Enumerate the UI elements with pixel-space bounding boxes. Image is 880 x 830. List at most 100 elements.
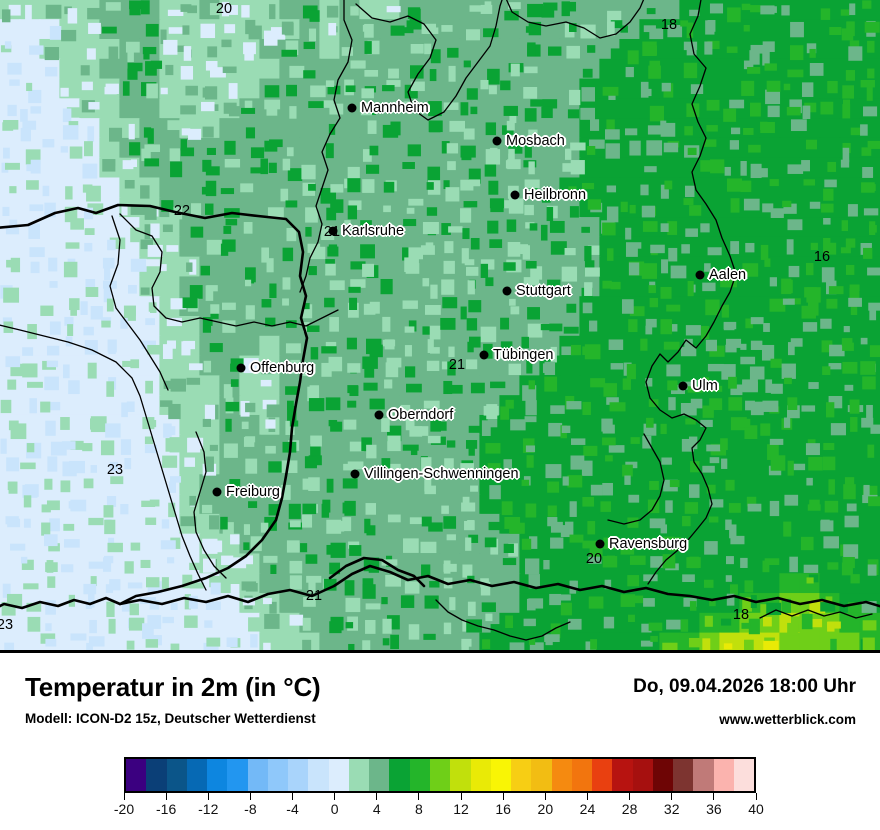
colorbar-swatch: [126, 759, 147, 791]
colorbar-swatch: [227, 759, 248, 791]
city-label: Ulm: [692, 378, 718, 394]
contour-label: 18: [732, 607, 750, 623]
national-border: [0, 203, 309, 610]
colorbar-tick: [544, 793, 546, 800]
city-dot-icon: [374, 410, 384, 420]
colorbar-tick-label: 0: [330, 801, 339, 817]
contour-label: 16: [813, 249, 831, 265]
colorbar-tick-label: -8: [244, 801, 257, 817]
colorbar-swatch: [369, 759, 390, 791]
city-label: Tübingen: [493, 347, 554, 363]
city-label: Oberndorf: [388, 407, 454, 423]
colorbar-swatch: [490, 759, 512, 791]
city-label: Mannheim: [361, 100, 429, 116]
colorbar-swatch: [267, 759, 289, 791]
temperature-raster: [0, 0, 880, 653]
colorbar-swatch: [409, 759, 430, 791]
city-dot-icon: [510, 190, 520, 200]
colorbar-swatch: [693, 759, 714, 791]
colorbar-swatch: [571, 759, 593, 791]
colorbar-tick: [460, 793, 462, 800]
city-label: Ravensburg: [609, 536, 688, 552]
colorbar-tick-label: 28: [621, 801, 638, 817]
site-url: www.wetterblick.com: [719, 712, 856, 727]
city-label: Freiburg: [226, 484, 280, 500]
district-border-sw: [193, 431, 227, 579]
contour-label: 21: [305, 588, 323, 604]
colorbar-tick-label: -16: [156, 801, 177, 817]
colorbar-tick-label: 4: [372, 801, 381, 817]
city-label: Offenburg: [250, 360, 315, 376]
city-dot-icon: [479, 350, 489, 360]
colorbar-swatch: [673, 759, 694, 791]
colorbar-swatch: [166, 759, 187, 791]
colorbar-swatch: [652, 759, 674, 791]
city-dot-icon: [236, 363, 246, 373]
colorbar-tick-label: 40: [748, 801, 764, 817]
colorbar-tick: [165, 793, 167, 800]
colorbar-swatch: [308, 759, 329, 791]
city-dot-icon: [328, 226, 338, 236]
colorbar-swatch: [632, 759, 653, 791]
national-border-bodensee: [328, 556, 426, 588]
colorbar: -20 -16 -12 -8 -4 0 4 8 12 16 20 24 28 32 36 40: [114, 757, 764, 817]
city-dot-icon: [492, 136, 502, 146]
state-border-north: [355, 0, 503, 121]
district-border-mid: [119, 213, 339, 327]
city-dot-icon: [347, 103, 357, 113]
colorbar-tick-label: -20: [113, 801, 135, 817]
colorbar-tick: [249, 793, 251, 800]
colorbar-tick: [713, 793, 715, 800]
page-title: Temperatur in 2m (in °C): [25, 672, 321, 702]
district-border-south-ch: [435, 599, 571, 641]
footer: Temperatur in 2m (in °C) Modell: ICON-D2…: [0, 653, 880, 830]
colorbar-tick-label: 8: [415, 801, 423, 817]
colorbar-tick-label: 16: [495, 801, 511, 817]
colorbar-swatch: [186, 759, 208, 791]
temperature-map[interactable]: Mannheim Mosbach Heilbronn Karlsruhe Stuttga…: [0, 0, 880, 653]
model-subtitle: Modell: ICON-D2 15z, Deutscher Wetterdie…: [25, 711, 316, 726]
colorbar-swatch: [207, 759, 228, 791]
colorbar-tick: [123, 793, 125, 800]
district-border-south-black-forest: [0, 324, 207, 591]
colorbar-tick-labels: -20 -16 -12 -8 -4 0 4 8 12 16 20 24 28 32 36 40: [114, 801, 764, 821]
city-label: Mosbach: [506, 133, 565, 149]
national-border-south: [118, 564, 880, 608]
city-dot-icon: [678, 381, 688, 391]
city-dot-icon: [502, 286, 512, 296]
colorbar-tick: [629, 793, 631, 800]
contour-label: 20: [215, 1, 233, 17]
colorbar-swatch: [470, 759, 491, 791]
colorbar-tick: [207, 793, 209, 800]
contour-label: 23: [106, 462, 124, 478]
city-dot-icon: [212, 487, 222, 497]
colorbar-swatch: [531, 759, 552, 791]
colorbar-tick: [502, 793, 504, 800]
colorbar-swatch: [328, 759, 349, 791]
colorbar-tick-label: 36: [706, 801, 722, 817]
contour-label: 21: [323, 224, 341, 240]
city-dot-icon: [350, 469, 360, 479]
city-dot-icon: [595, 539, 605, 549]
colorbar-tick-label: 32: [663, 801, 680, 817]
colorbar-swatch: [592, 759, 613, 791]
colorbar-ticks: [123, 793, 757, 801]
state-border-rhine: [299, 0, 353, 293]
colorbar-swatch: [348, 759, 370, 791]
valid-time: Do, 09.04.2026 18:00 Uhr: [633, 676, 856, 697]
city-label: Aalen: [709, 267, 747, 283]
colorbar-swatch: [612, 759, 633, 791]
colorbar-swatch: [551, 759, 572, 791]
city-dot-icon: [695, 270, 705, 280]
colorbar-tick: [755, 793, 757, 800]
colorbar-tick: [376, 793, 378, 800]
colorbar-swatches: [124, 757, 756, 793]
state-border-east-bavaria: [645, 0, 737, 585]
contour-label: 23: [0, 617, 14, 633]
colorbar-tick-label: 20: [537, 801, 554, 817]
contour-label: 20: [585, 551, 603, 567]
contour-label: 21: [448, 357, 466, 373]
colorbar-swatch: [511, 759, 532, 791]
colorbar-swatch: [288, 759, 309, 791]
